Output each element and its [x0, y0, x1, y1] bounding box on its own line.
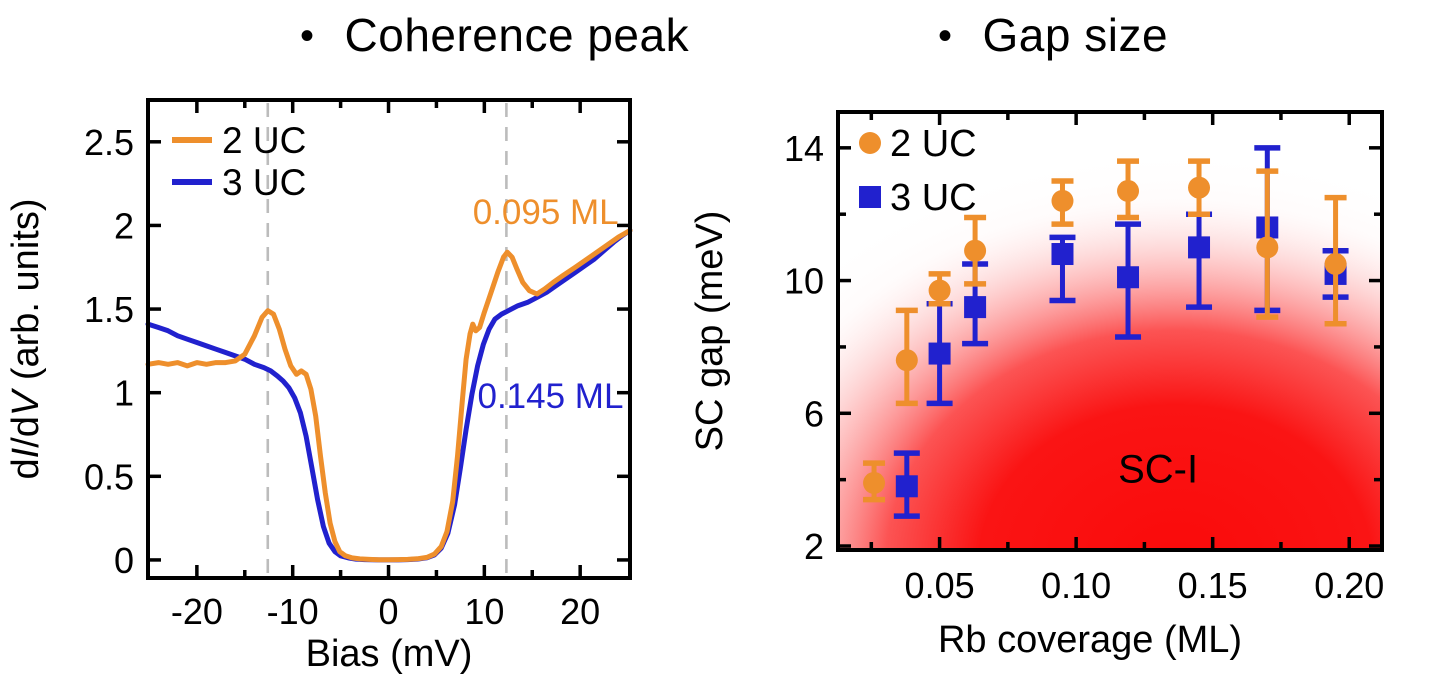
x-axis-label: Rb coverage (ML)	[938, 619, 1242, 661]
y-tick-label: 2	[804, 526, 824, 567]
y-tick-label: 1	[114, 373, 134, 414]
y-tick-label: 10	[784, 261, 824, 302]
x-tick-label: 0.05	[905, 565, 975, 606]
curve-2uc	[145, 228, 633, 563]
y-tick-label: 0.5	[84, 456, 134, 497]
data-point-square	[1117, 266, 1140, 289]
data-point-square	[895, 475, 918, 498]
legend-label: 3 UC	[890, 177, 977, 219]
data-point-circle	[928, 279, 951, 302]
data-point-square	[1051, 243, 1074, 266]
x-tick-label: 0.15	[1178, 565, 1248, 606]
data-point-circle	[863, 471, 886, 494]
data-point-circle	[1324, 252, 1347, 275]
legend-circle-marker	[859, 132, 881, 154]
x-axis-label: Bias (mV)	[306, 633, 473, 675]
y-axis-label: SC gap (meV)	[689, 211, 731, 452]
bullet-icon: •	[938, 14, 953, 58]
y-tick-label: 2.5	[84, 122, 134, 163]
x-tick-label: -10	[267, 591, 319, 632]
x-tick-label: 0.20	[1314, 565, 1384, 606]
left-plot: -20 -10 0 10 20 0 0.5 1 1.5 2 2.5 Bias (mV) dI/dV (a…	[5, 98, 633, 675]
data-point-circle	[1051, 189, 1074, 212]
legend-label: 3 UC	[222, 162, 306, 203]
right-plot-legend: 2 UC 3 UC	[859, 123, 977, 219]
title-gap-size: • Gap size	[938, 8, 1168, 62]
coverage-annotation: 0.145 ML	[477, 377, 623, 416]
data-point-circle	[1188, 176, 1211, 199]
x-tick-label: -20	[171, 591, 223, 632]
plot-frame	[146, 98, 632, 580]
title-left-text: Coherence peak	[344, 9, 690, 61]
data-point-square	[1188, 236, 1211, 259]
data-point-circle	[1117, 179, 1140, 202]
title-right-text: Gap size	[982, 9, 1169, 61]
bullet-icon: •	[300, 14, 315, 58]
title-coherence-peak: • Coherence peak	[300, 8, 689, 62]
y-tick-label: 6	[804, 393, 824, 434]
legend-square-marker	[859, 186, 881, 208]
coverage-annotation: 0.095 ML	[473, 193, 619, 232]
legend-label: 2 UC	[890, 123, 977, 165]
right-plot: SC-I 0.05 0.10 0.15 0.20 2 6 10 14 Rb coverage (M…	[689, 110, 1384, 661]
sc-region-background	[838, 112, 1382, 550]
data-point-circle	[1256, 236, 1279, 259]
series-2uc	[863, 158, 1347, 503]
left-plot-legend: 2 UC3 UC	[172, 120, 306, 203]
legend-label: 2 UC	[222, 120, 306, 161]
sc-region-label: SC-I	[1118, 448, 1198, 492]
data-point-square	[928, 342, 951, 365]
y-tick-label: 0	[114, 540, 134, 581]
data-point-circle	[895, 349, 918, 372]
x-tick-label: 0.10	[1041, 565, 1111, 606]
x-tick-label: 20	[560, 591, 600, 632]
y-tick-label: 14	[784, 128, 824, 169]
plot-frame	[836, 110, 1384, 552]
data-point-square	[964, 296, 987, 319]
x-tick-label: 10	[464, 591, 504, 632]
y-axis-label: dI/dV (arb. units)	[5, 199, 47, 480]
y-tick-label: 2	[114, 205, 134, 246]
y-tick-label: 1.5	[84, 289, 134, 330]
data-point-circle	[964, 239, 987, 262]
x-tick-label: 0	[379, 591, 399, 632]
